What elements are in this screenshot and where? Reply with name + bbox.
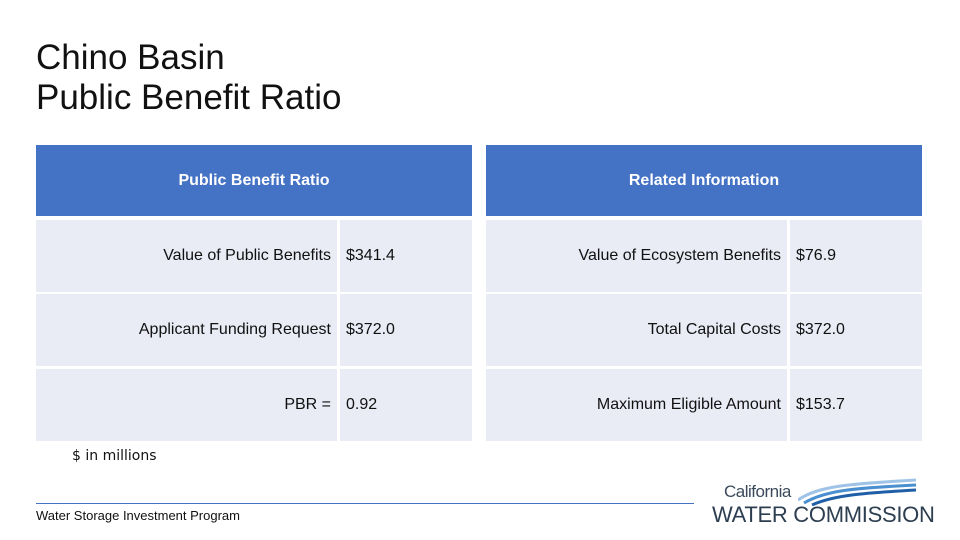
row-value: $372.0 (790, 294, 922, 366)
units-footnote: $ in millions (72, 448, 157, 464)
footer-program-name: Water Storage Investment Program (36, 508, 240, 523)
row-value: 0.92 (340, 369, 472, 441)
waves-icon (798, 478, 917, 506)
row-label: Total Capital Costs (486, 294, 787, 366)
row-value: $76.9 (790, 220, 922, 292)
title-line-1: Chino Basin (36, 38, 225, 77)
logo-california-text: California (724, 482, 791, 501)
page-title: Chino Basin Public Benefit Ratio (36, 38, 341, 118)
table-header: Public Benefit Ratio (36, 145, 472, 216)
row-label: Applicant Funding Request (36, 294, 337, 366)
row-value: $341.4 (340, 220, 472, 292)
row-label: Value of Public Benefits (36, 220, 337, 292)
title-line-2: Public Benefit Ratio (36, 78, 342, 117)
row-label: PBR = (36, 369, 337, 441)
california-water-commission-logo: California WATER COMMISSION (708, 478, 935, 528)
table-header: Related Information (486, 145, 922, 216)
row-value: $153.7 (790, 369, 922, 441)
row-value: $372.0 (340, 294, 472, 366)
logo-commission-text: WATER COMMISSION (712, 502, 935, 527)
row-label: Maximum Eligible Amount (486, 369, 787, 441)
footer-divider (36, 503, 694, 504)
row-label: Value of Ecosystem Benefits (486, 220, 787, 292)
